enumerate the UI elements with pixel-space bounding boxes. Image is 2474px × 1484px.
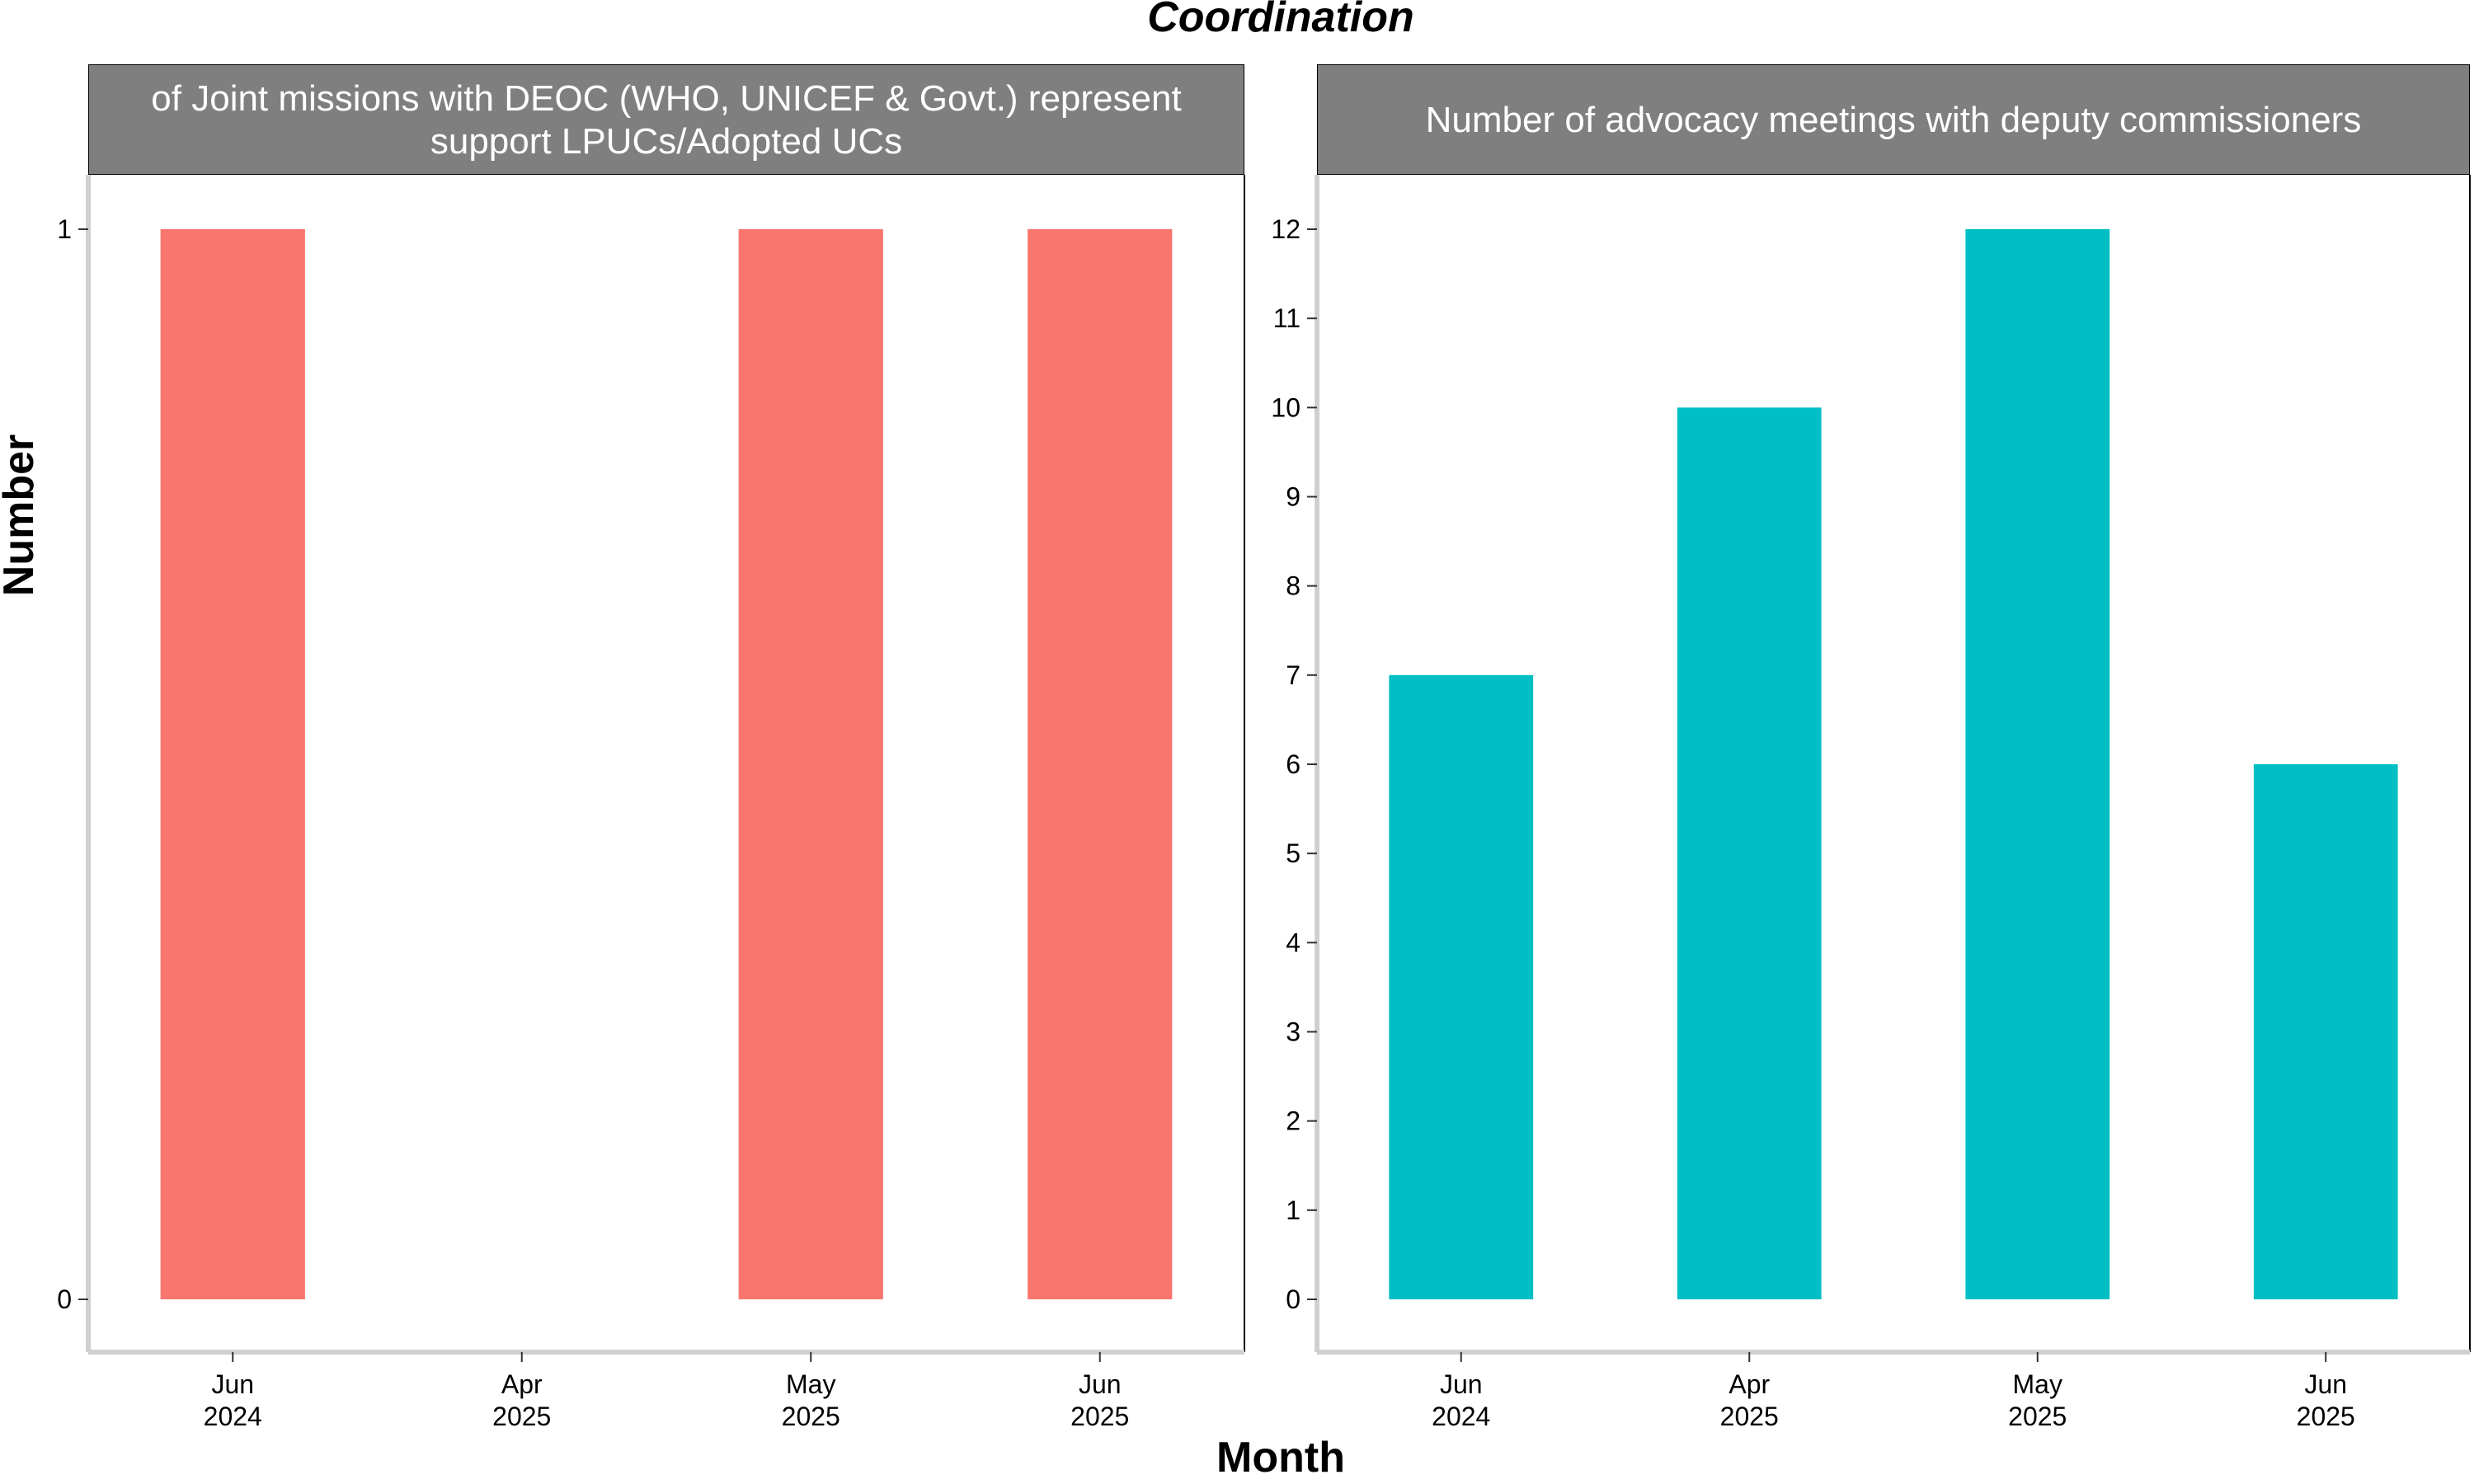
y-tick-label: 3: [1286, 1017, 1300, 1047]
panel-advocacy-meetings: Number of advocacy meetings with deputy …: [1271, 64, 2471, 1431]
y-tick-label: 9: [1286, 482, 1300, 512]
strip-background: [1317, 64, 2470, 175]
y-tick-label: 2: [1286, 1106, 1300, 1136]
y-tick-label: 1: [1286, 1195, 1300, 1225]
plot-area: 0123456789101112Jun2024Apr2025May2025Jun…: [1271, 175, 2471, 1431]
x-tick-label: 2025: [782, 1402, 840, 1431]
x-tick-label: Jun: [2304, 1369, 2347, 1399]
x-tick-label: 2025: [1070, 1402, 1129, 1431]
x-tick-label: 2024: [204, 1402, 262, 1431]
y-tick-label: 1: [57, 214, 72, 244]
x-tick-label: 2024: [1432, 1402, 1490, 1431]
x-tick-label: Jun: [1440, 1369, 1483, 1399]
bar-jun-2024: [1389, 674, 1534, 1299]
x-tick-label: Apr: [501, 1369, 543, 1399]
x-tick-label: 2025: [1720, 1402, 1779, 1431]
x-tick-label: 2025: [492, 1402, 551, 1431]
x-tick-label: 2025: [2297, 1402, 2355, 1431]
y-tick-label: 11: [1273, 303, 1300, 333]
panel-strip: of Joint missions with DEOC (WHO, UNICEF…: [88, 64, 1244, 175]
y-tick-label: 5: [1286, 838, 1300, 868]
y-tick-label: 0: [57, 1284, 72, 1314]
plot-area: 0 1 Jun 2024 Apr 2025 May 2025 Jun 2025: [57, 175, 1245, 1431]
bar-jun-2025: [1028, 229, 1173, 1299]
x-tick-label: May: [2013, 1369, 2062, 1399]
x-tick-label: 2025: [2008, 1402, 2067, 1431]
y-tick-label: 12: [1271, 214, 1300, 244]
panel-strip: Number of advocacy meetings with deputy …: [1317, 64, 2470, 175]
y-axis-title: Number: [0, 434, 43, 596]
y-tick-label: 7: [1286, 660, 1300, 690]
panel-joint-missions: of Joint missions with DEOC (WHO, UNICEF…: [57, 64, 1245, 1431]
bar-apr-2025: [1677, 407, 1822, 1299]
y-tick-label: 0: [1286, 1284, 1300, 1314]
x-tick-label: Apr: [1729, 1369, 1770, 1399]
bar-jun-2025: [2253, 764, 2398, 1299]
y-tick-label: 6: [1286, 749, 1300, 779]
strip-title-line-1: of Joint missions with DEOC (WHO, UNICEF…: [151, 78, 1181, 119]
x-axis-title: Month: [1216, 1434, 1345, 1482]
x-tick-label: May: [786, 1369, 835, 1399]
bar-jun-2024: [160, 229, 305, 1299]
bar-may-2025: [738, 229, 883, 1299]
y-tick-label: 8: [1286, 571, 1300, 601]
strip-title-line-2: support LPUCs/Adopted UCs: [430, 121, 902, 162]
strip-title-line-1: Number of advocacy meetings with deputy …: [1426, 100, 2362, 140]
strip-background: [88, 64, 1244, 175]
y-tick-label: 4: [1286, 928, 1300, 957]
x-tick-label: Jun: [1079, 1369, 1122, 1399]
bar-may-2025: [1965, 229, 2110, 1299]
figure-title: Coordination: [1147, 0, 1414, 41]
y-tick-label: 10: [1271, 392, 1300, 422]
x-tick-label: Jun: [211, 1369, 254, 1399]
